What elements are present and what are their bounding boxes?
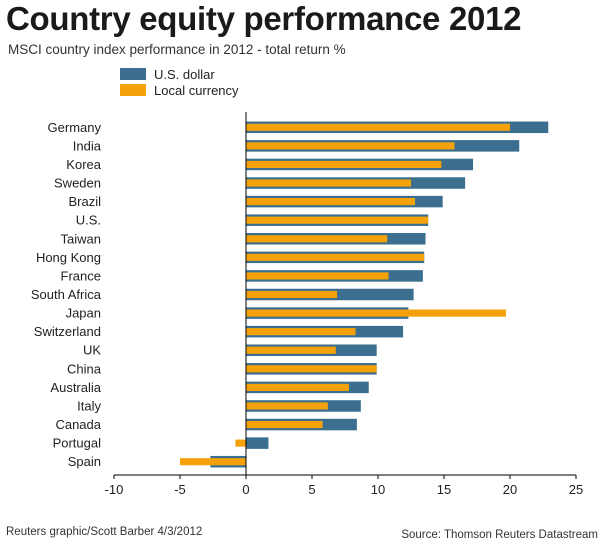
x-tick-label: -10 — [105, 482, 124, 497]
legend-label-usd: U.S. dollar — [154, 66, 215, 82]
category-label: Hong Kong — [36, 250, 101, 265]
category-label: China — [67, 361, 102, 376]
chart-title: Country equity performance 2012 — [6, 0, 522, 37]
bar-local-china — [246, 365, 377, 373]
category-label: Japan — [66, 306, 101, 321]
category-label: South Africa — [31, 287, 102, 302]
bar-local-japan — [246, 309, 507, 317]
x-tick-label: 0 — [242, 482, 249, 497]
x-tick-label: 5 — [308, 482, 315, 497]
category-label: Germany — [48, 120, 102, 135]
legend-swatch-usd — [120, 68, 146, 80]
category-label: Canada — [55, 417, 101, 432]
legend-swatch-local — [120, 84, 146, 96]
bar-local-india — [246, 142, 455, 150]
source-text: Source: Thomson Reuters Datastream — [401, 529, 598, 541]
bar-usd-portugal — [246, 437, 269, 449]
legend-label-local: Local currency — [154, 82, 239, 98]
credit-text: Reuters graphic/Scott Barber 4/3/2012 — [6, 526, 203, 538]
category-label: Switzerland — [34, 324, 101, 339]
bar-local-france — [246, 272, 389, 280]
chart-subtitle: MSCI country index performance in 2012 -… — [8, 42, 346, 57]
category-label: Italy — [77, 398, 101, 413]
bar-local-australia — [246, 383, 349, 391]
bar-local-hong-kong — [246, 253, 425, 261]
category-label: India — [73, 138, 102, 153]
legend-item-local: Local currency — [120, 82, 239, 98]
bar-local-brazil — [246, 198, 415, 206]
bar-local-spain — [180, 458, 246, 466]
bar-local-sweden — [246, 179, 411, 187]
bar-local-uk — [246, 346, 336, 354]
bar-local-korea — [246, 160, 442, 169]
category-label: Spain — [68, 454, 101, 469]
x-tick-label: -5 — [174, 482, 186, 497]
bar-local-germany — [246, 123, 510, 131]
bar-local-u-s — [246, 216, 429, 224]
bar-local-italy — [246, 402, 328, 410]
category-label: Sweden — [54, 176, 101, 191]
category-label: Portugal — [53, 436, 102, 451]
bar-local-canada — [246, 420, 323, 429]
x-tick-label: 20 — [503, 482, 517, 497]
category-label: Taiwan — [61, 231, 101, 246]
bar-local-taiwan — [246, 235, 388, 243]
bar-local-switzerland — [246, 328, 356, 336]
category-label: U.S. — [76, 213, 101, 228]
x-tick-label: 25 — [569, 482, 583, 497]
category-label: UK — [83, 343, 101, 358]
legend: U.S. dollar Local currency — [120, 66, 239, 98]
category-label: Korea — [66, 157, 101, 172]
category-label: Australia — [50, 380, 101, 395]
x-tick-label: 15 — [437, 482, 451, 497]
x-tick-label: 10 — [371, 482, 385, 497]
bar-local-south-africa — [246, 290, 338, 299]
legend-item-usd: U.S. dollar — [120, 66, 239, 82]
category-label: Brazil — [68, 194, 101, 209]
category-label: France — [61, 268, 101, 283]
bar-local-portugal — [235, 439, 246, 447]
